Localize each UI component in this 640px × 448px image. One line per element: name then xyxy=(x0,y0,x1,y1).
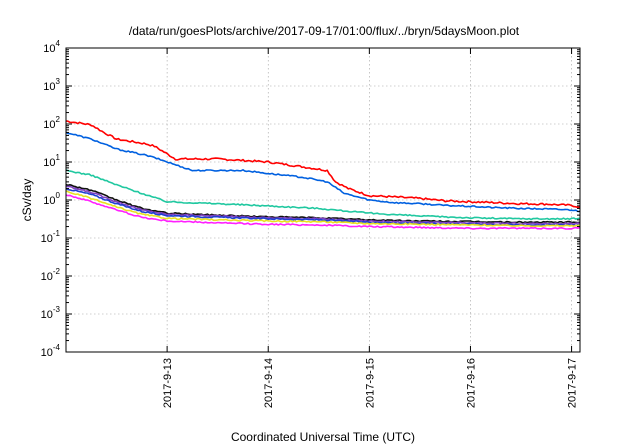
y-tick-labels: 10-4 10-3 10-2 10-1 100 101 102 103 104 xyxy=(41,39,61,359)
y-tick-label: 104 xyxy=(43,39,60,55)
y-tick-label: 10-3 xyxy=(41,305,61,321)
series-line-1 xyxy=(65,120,581,209)
chart-title: /data/run/goesPlots/archive/2017-09-17/0… xyxy=(129,24,520,38)
gridlines xyxy=(66,48,580,352)
x-tick-label: 2017-9-13 xyxy=(162,358,174,408)
x-tick-label: 2017-9-17 xyxy=(567,358,579,408)
x-axis-label: Coordinated Universal Time (UTC) xyxy=(231,430,415,444)
x-tick-label: 2017-9-16 xyxy=(465,358,477,408)
series-group xyxy=(65,120,581,230)
series-line-5 xyxy=(65,185,581,225)
series-line-7 xyxy=(65,190,581,228)
y-tick-label: 102 xyxy=(43,115,60,131)
y-tick-label: 10-4 xyxy=(41,343,61,359)
y-tick-label: 10-2 xyxy=(41,267,61,283)
series-line-8 xyxy=(65,194,581,230)
series-line-6 xyxy=(65,187,581,227)
series-line-2 xyxy=(65,131,581,213)
y-axis-label: cSv/day xyxy=(20,179,34,222)
x-tick-label: 2017-9-14 xyxy=(263,358,275,408)
y-tick-label: 10-1 xyxy=(41,229,61,245)
y-tick-label: 103 xyxy=(43,77,60,93)
x-tick-label: 2017-9-15 xyxy=(364,358,376,408)
y-tick-label: 100 xyxy=(43,191,60,207)
series-line-3 xyxy=(65,169,581,221)
x-tick-labels: 2017-9-13 2017-9-14 2017-9-15 2017-9-16 2017… xyxy=(162,358,578,408)
axis-ticks xyxy=(66,47,580,353)
y-tick-label: 101 xyxy=(43,153,60,169)
